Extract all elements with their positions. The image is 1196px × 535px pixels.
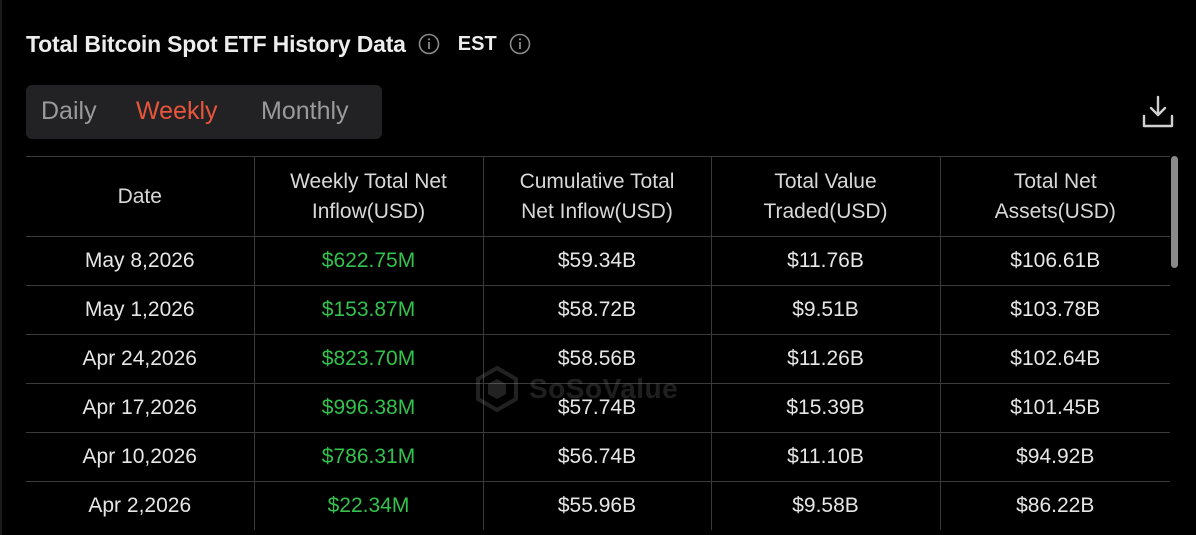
weekly-inflow-cell: $823.70M: [253, 334, 483, 384]
weekly-inflow-cell: $153.87M: [253, 285, 483, 335]
net-assets-cell: $101.45B: [939, 383, 1170, 433]
table-row: Apr 24,2026 $823.70M $58.56B $11.26B $10…: [26, 334, 1170, 384]
table-scrollbar[interactable]: [1170, 156, 1180, 535]
history-table: Date Weekly Total Net Inflow(USD) Cumulat…: [26, 156, 1170, 530]
tab-weekly[interactable]: Weekly: [136, 97, 218, 125]
cumulative-inflow-cell: $57.74B: [482, 383, 711, 433]
net-assets-cell: $94.92B: [939, 432, 1170, 482]
date-cell: Apr 24,2026: [26, 334, 254, 384]
cumulative-inflow-cell: $55.96B: [482, 481, 711, 530]
cumulative-inflow-cell: $58.72B: [482, 285, 711, 335]
panel-left-border: [0, 0, 2, 535]
period-tabs: Daily Weekly Monthly: [26, 85, 382, 139]
download-icon[interactable]: [1140, 94, 1176, 130]
date-cell: Apr 10,2026: [26, 432, 254, 482]
date-cell: Apr 2,2026: [26, 481, 254, 530]
net-assets-cell: $86.22B: [939, 481, 1170, 530]
date-cell: May 8,2026: [26, 236, 254, 286]
net-assets-cell: $102.64B: [939, 334, 1170, 384]
panel-header: Total Bitcoin Spot ETF History Data EST: [26, 28, 531, 60]
value-traded-cell: $9.51B: [710, 285, 940, 335]
column-header-cumulative-net-inflow[interactable]: Cumulative Total Net Inflow(USD): [482, 156, 711, 237]
net-assets-cell: $103.78B: [939, 285, 1170, 335]
tab-daily[interactable]: Daily: [41, 97, 97, 125]
timezone-label: EST: [457, 32, 497, 55]
column-header-weekly-net-inflow[interactable]: Weekly Total Net Inflow(USD): [253, 156, 483, 237]
table-row: Apr 17,2026 $996.38M $57.74B $15.39B $10…: [26, 383, 1170, 433]
cumulative-inflow-cell: $58.56B: [482, 334, 711, 384]
timezone-info-icon[interactable]: [509, 33, 531, 55]
value-traded-cell: $11.10B: [710, 432, 940, 482]
column-header-value-traded[interactable]: Total Value Traded(USD): [710, 156, 940, 237]
table-row: Apr 10,2026 $786.31M $56.74B $11.10B $94…: [26, 432, 1170, 482]
value-traded-cell: $9.58B: [710, 481, 940, 530]
net-assets-cell: $106.61B: [939, 236, 1170, 286]
date-cell: Apr 17,2026: [26, 383, 254, 433]
column-header-date[interactable]: Date: [26, 156, 254, 237]
weekly-inflow-cell: $622.75M: [253, 236, 483, 286]
info-icon[interactable]: [418, 33, 440, 55]
value-traded-cell: $11.76B: [710, 236, 940, 286]
panel-title: Total Bitcoin Spot ETF History Data: [26, 30, 406, 57]
weekly-inflow-cell: $786.31M: [253, 432, 483, 482]
value-traded-cell: $15.39B: [710, 383, 940, 433]
cumulative-inflow-cell: $56.74B: [482, 432, 711, 482]
table-row: May 1,2026 $153.87M $58.72B $9.51B $103.…: [26, 285, 1170, 335]
weekly-inflow-cell: $22.34M: [253, 481, 483, 530]
cumulative-inflow-cell: $59.34B: [482, 236, 711, 286]
value-traded-cell: $11.26B: [710, 334, 940, 384]
table-row: Apr 2,2026 $22.34M $55.96B $9.58B $86.22…: [26, 481, 1170, 530]
date-cell: May 1,2026: [26, 285, 254, 335]
table-header-row: Date Weekly Total Net Inflow(USD) Cumulat…: [26, 156, 1170, 237]
history-table-container: Date Weekly Total Net Inflow(USD) Cumulat…: [26, 156, 1172, 535]
tab-monthly[interactable]: Monthly: [261, 97, 349, 125]
weekly-inflow-cell: $996.38M: [253, 383, 483, 433]
scrollbar-thumb[interactable]: [1171, 156, 1178, 268]
table-row: May 8,2026 $622.75M $59.34B $11.76B $106…: [26, 236, 1170, 286]
column-header-net-assets[interactable]: Total Net Assets(USD): [939, 156, 1170, 237]
